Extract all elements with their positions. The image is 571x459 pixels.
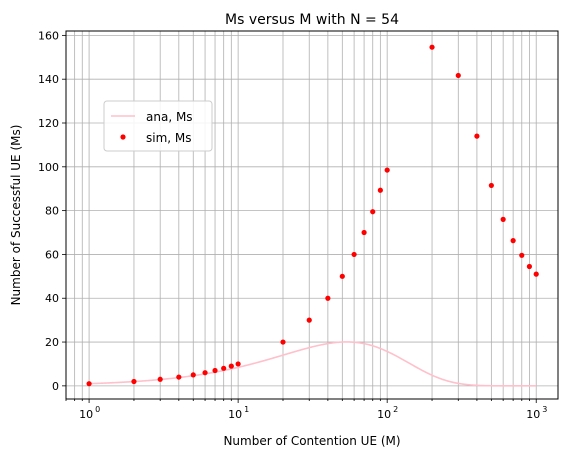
x-axis-label: Number of Contention UE (M) xyxy=(223,434,400,448)
legend-point-swatch xyxy=(120,134,125,139)
x-tick-label-exponent: 0 xyxy=(95,405,100,414)
sim-point xyxy=(86,381,91,386)
x-tick-label: 10 xyxy=(79,408,93,421)
sim-point xyxy=(325,296,330,301)
y-tick-label: 80 xyxy=(45,205,59,218)
y-tick-label: 60 xyxy=(45,248,59,261)
ana-curve xyxy=(89,342,536,386)
y-tick-label: 0 xyxy=(52,380,59,393)
sim-point xyxy=(489,183,494,188)
sim-point xyxy=(361,230,366,235)
legend-label-sim: sim, Ms xyxy=(146,131,192,145)
sim-point xyxy=(158,377,163,382)
sim-point xyxy=(236,361,241,366)
sim-point xyxy=(519,253,524,258)
series-sim-points xyxy=(86,45,538,387)
y-tick-label: 20 xyxy=(45,336,59,349)
sim-point xyxy=(202,370,207,375)
plot-frame xyxy=(66,31,558,399)
sim-point xyxy=(378,188,383,193)
sim-point xyxy=(340,274,345,279)
sim-point xyxy=(456,73,461,78)
legend-label-ana: ana, Ms xyxy=(146,110,193,124)
sim-point xyxy=(131,379,136,384)
sim-point xyxy=(474,134,479,139)
sim-point xyxy=(429,45,434,50)
y-tick-label: 120 xyxy=(38,117,59,130)
grid xyxy=(66,31,558,399)
y-tick-label: 160 xyxy=(38,29,59,42)
sim-point xyxy=(534,272,539,277)
sim-point xyxy=(212,368,217,373)
sim-point xyxy=(501,217,506,222)
y-tick-label: 40 xyxy=(45,292,59,305)
y-tick-label: 100 xyxy=(38,161,59,174)
sim-point xyxy=(307,318,312,323)
x-tick-label: 10 xyxy=(377,408,391,421)
x-tick-label: 10 xyxy=(526,408,540,421)
sim-point xyxy=(385,167,390,172)
y-axis-label: Number of Successful UE (Ms) xyxy=(9,125,23,306)
sim-point xyxy=(229,364,234,369)
sim-point xyxy=(221,366,226,371)
sim-point xyxy=(191,372,196,377)
sim-point xyxy=(280,339,285,344)
x-tick-label: 10 xyxy=(228,408,242,421)
legend: ana, Ms sim, Ms xyxy=(104,101,212,151)
chart-title: Ms versus M with N = 54 xyxy=(225,12,399,28)
sim-point xyxy=(352,252,357,257)
x-tick-label-exponent: 3 xyxy=(542,405,547,414)
sim-point xyxy=(176,374,181,379)
sim-point xyxy=(370,209,375,214)
x-tick-label-exponent: 1 xyxy=(244,405,249,414)
series-ana-line xyxy=(89,342,536,386)
sim-point xyxy=(511,238,516,243)
y-tick-label: 140 xyxy=(38,73,59,86)
sim-point xyxy=(527,264,532,269)
x-tick-label-exponent: 2 xyxy=(393,405,398,414)
